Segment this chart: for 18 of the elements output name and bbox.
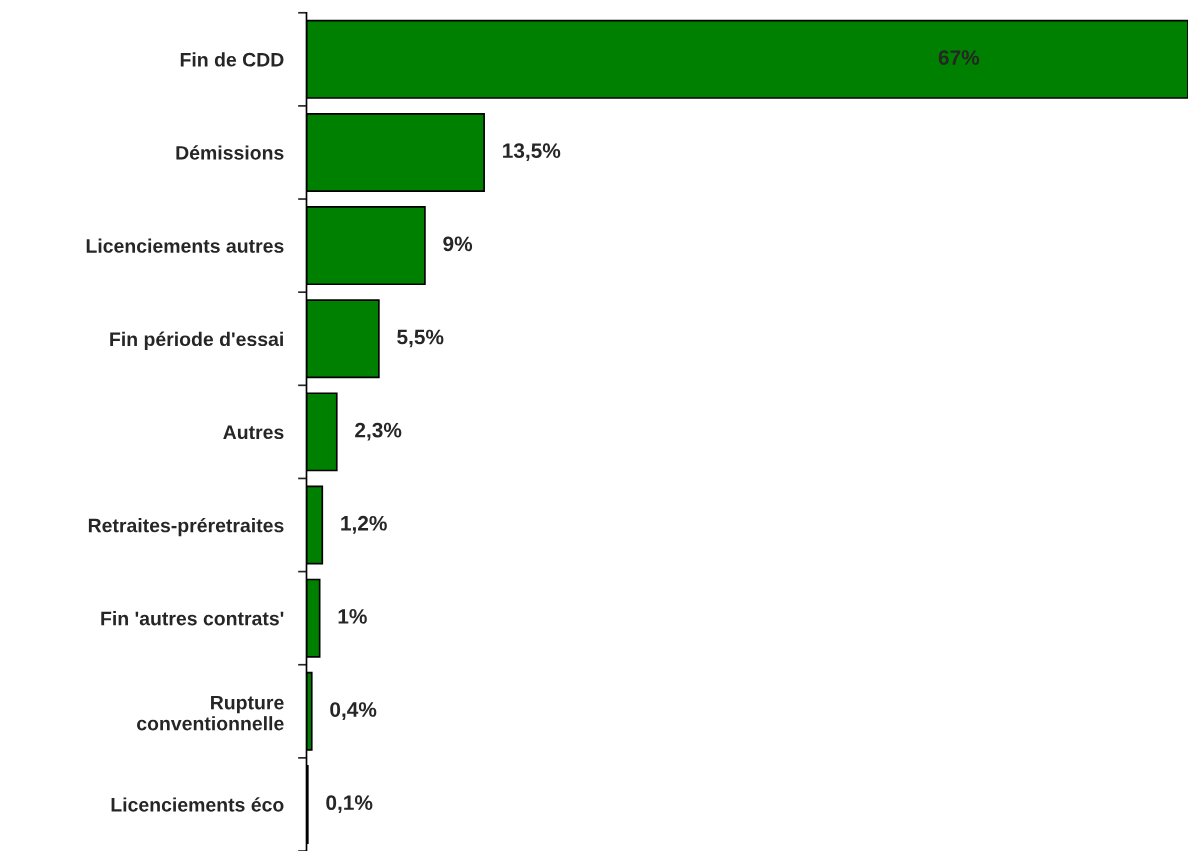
y-tick-label: Retraites-préretraites bbox=[88, 517, 284, 537]
y-tick-label: Licenciements éco bbox=[111, 797, 284, 812]
data-label: 2,3% bbox=[355, 422, 402, 441]
data-label: 0,1% bbox=[326, 795, 373, 814]
y-tick-label: Autres bbox=[223, 425, 284, 440]
data-label: 9% bbox=[443, 236, 473, 252]
y-tick-label: Fin 'autres contrats' bbox=[101, 611, 284, 626]
data-label: 13,5% bbox=[503, 143, 561, 162]
data-label: 0,4% bbox=[330, 702, 377, 720]
y-tick-label: Licenciements autres bbox=[86, 238, 284, 253]
data-label: 67% bbox=[938, 50, 980, 65]
y-tick-label: Rupture conventionnelle bbox=[137, 695, 284, 731]
data-label: 1,2% bbox=[341, 515, 387, 534]
y-tick-label: Fin période d'essai bbox=[110, 331, 283, 350]
y-tick-label: Démissions bbox=[176, 145, 284, 160]
data-label: 5,5% bbox=[397, 329, 444, 348]
y-tick-label: Fin de CDD bbox=[180, 52, 284, 67]
data-label: 1% bbox=[338, 609, 367, 624]
